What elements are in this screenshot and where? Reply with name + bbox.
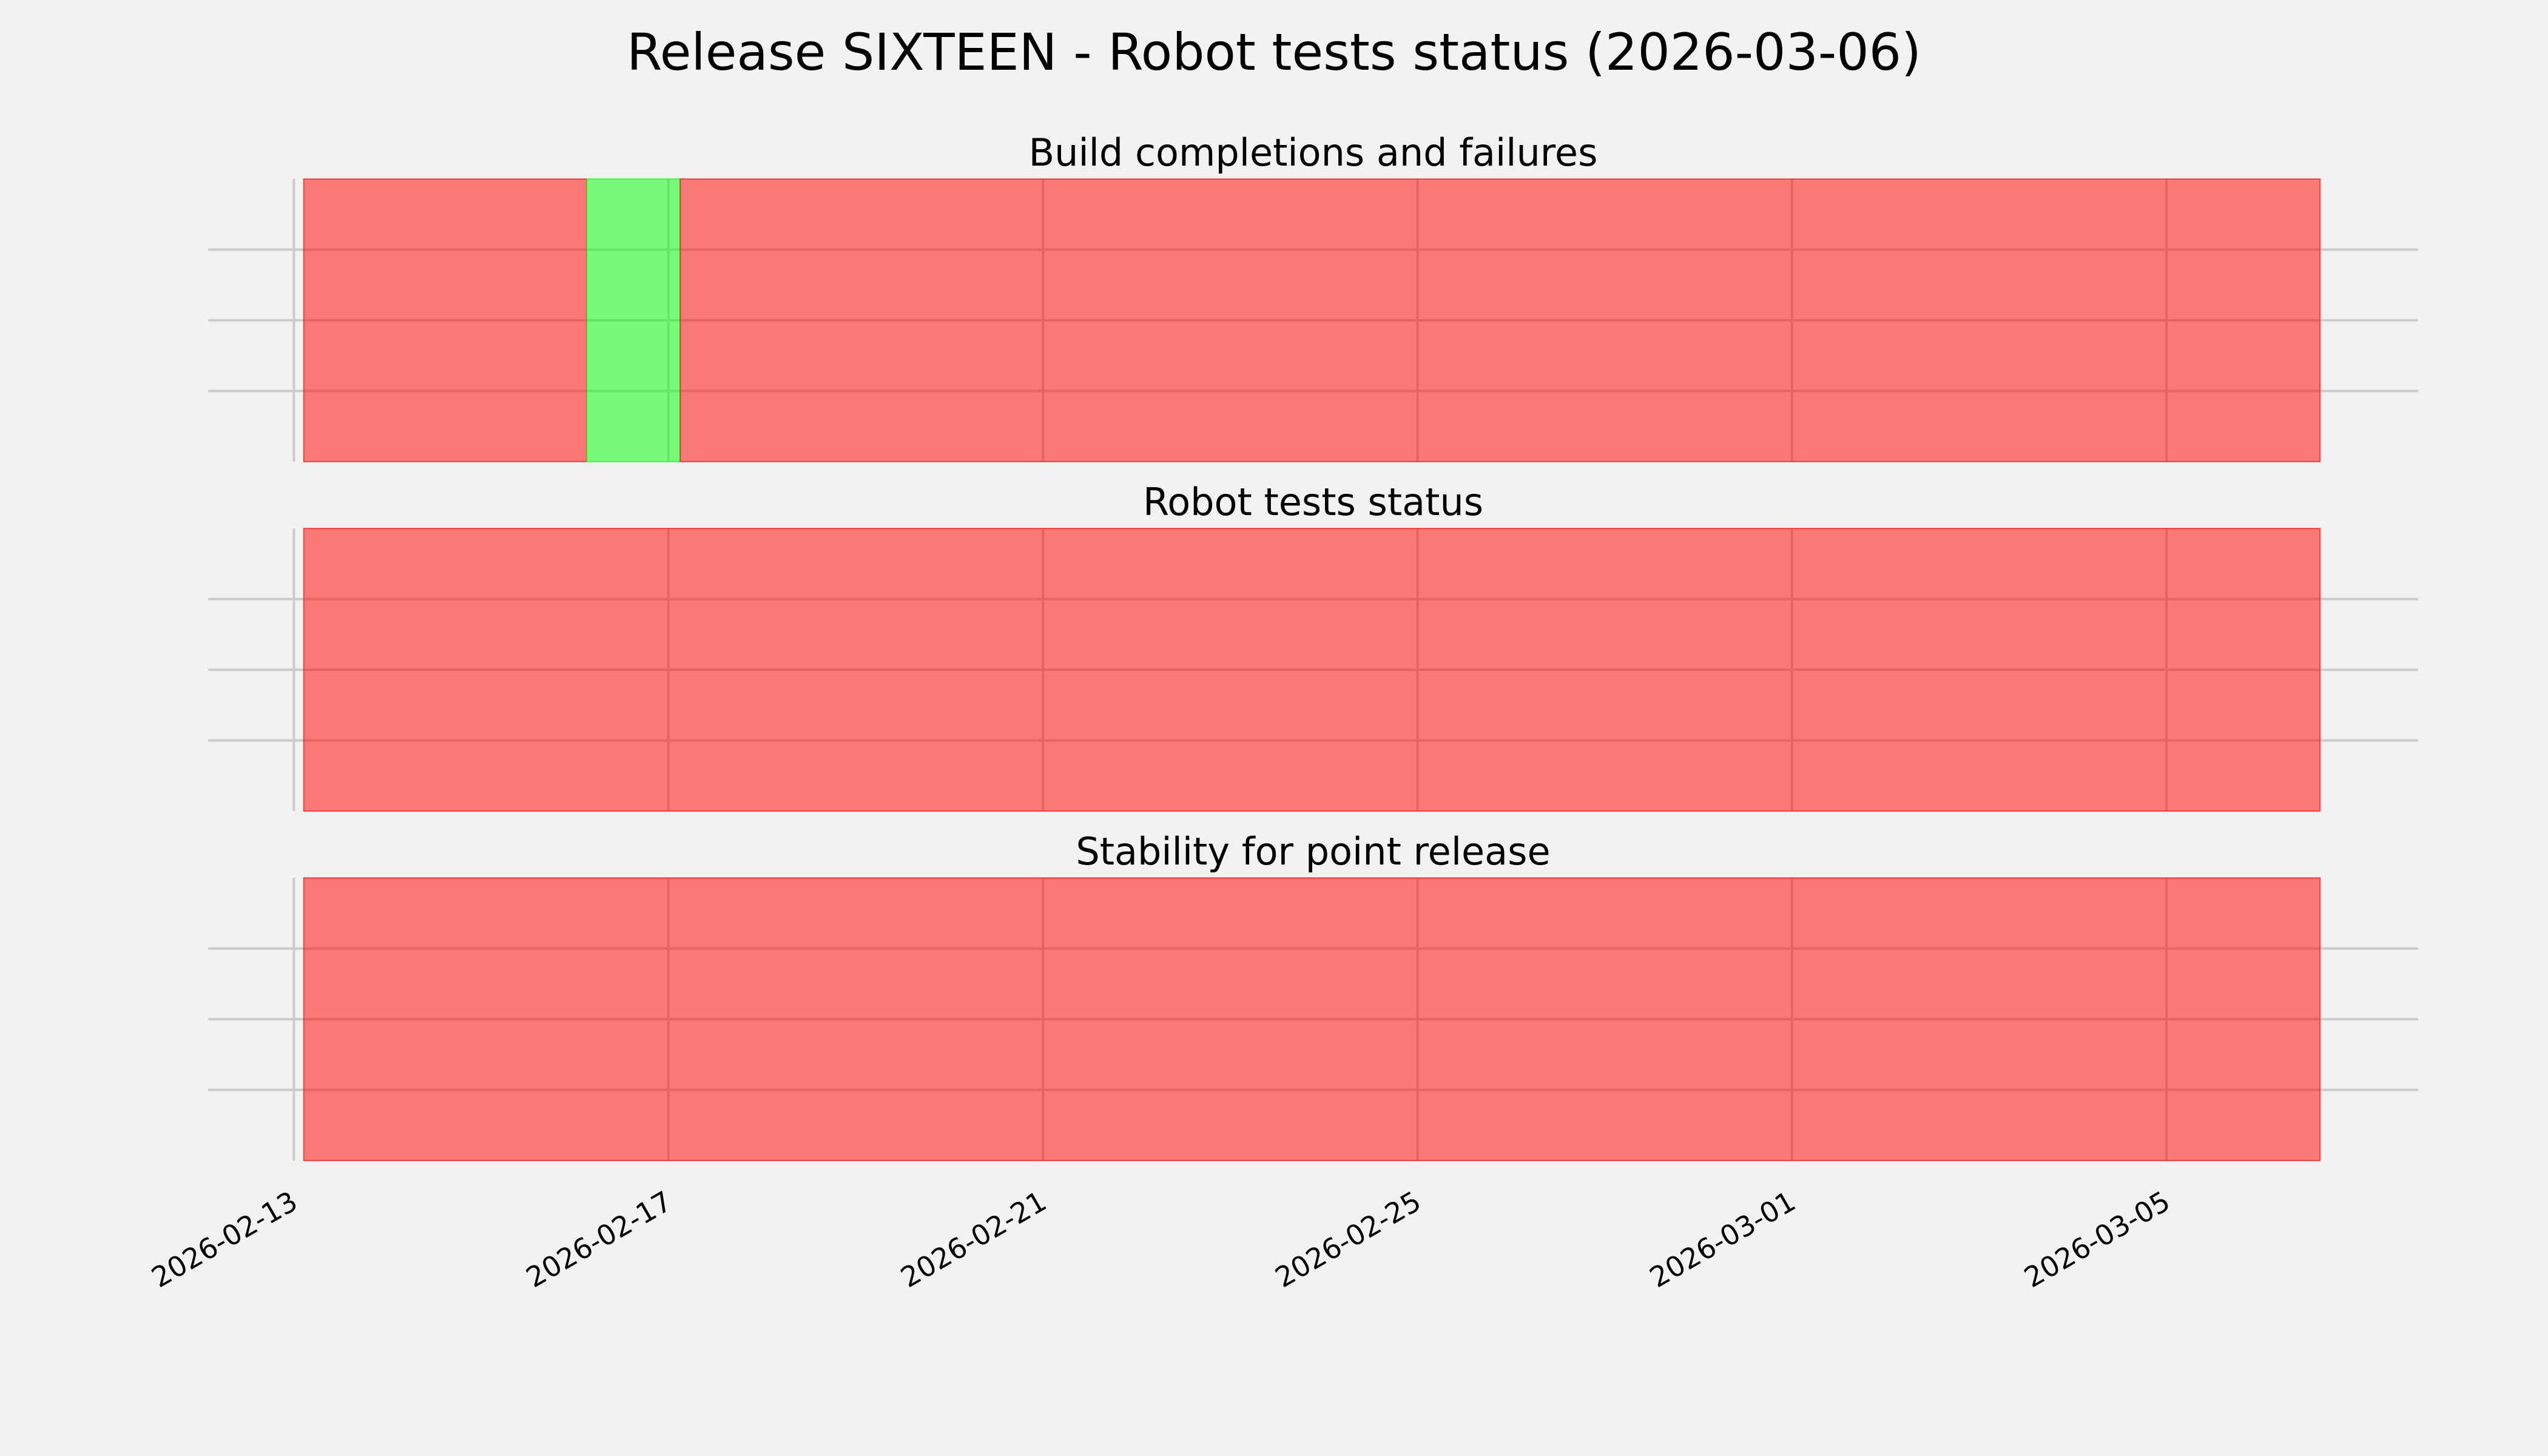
status-span-pass xyxy=(585,178,681,462)
status-span-fail xyxy=(303,877,2321,1161)
figure-title: Release SIXTEEN - Robot tests status (20… xyxy=(627,22,1921,82)
panel-title: Build completions and failures xyxy=(1029,130,1598,175)
panel-title: Robot tests status xyxy=(1143,480,1483,524)
status-span-fail xyxy=(303,178,587,462)
status-span-fail xyxy=(303,528,2321,812)
panel-2: Robot tests status xyxy=(208,480,2418,812)
panel-1: Build completions and failures xyxy=(208,130,2418,462)
status-span-fail xyxy=(679,178,2321,462)
panel-3: Stability for point release xyxy=(208,829,2418,1161)
panel-title: Stability for point release xyxy=(1076,829,1550,874)
